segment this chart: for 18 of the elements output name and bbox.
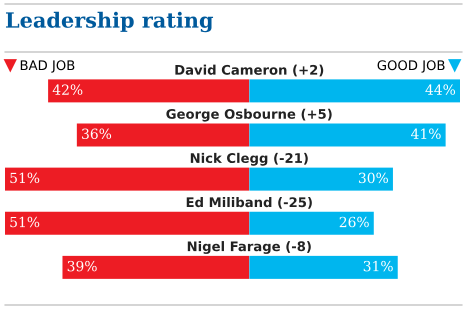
- category-label: Nick Clegg (-21): [190, 152, 308, 166]
- data-label: 44%: [425, 84, 456, 95]
- data-label: 30%: [358, 172, 388, 184]
- category-label: Ed Miliband (-25): [186, 196, 312, 209]
- data-label: 51%: [10, 216, 40, 228]
- legend-label: BAD JOB: [20, 60, 74, 73]
- category-label: Nigel Farage (-8): [188, 241, 311, 254]
- data-label: 31%: [364, 260, 393, 272]
- data-label: 42%: [52, 84, 82, 95]
- data-label: 51%: [10, 172, 40, 184]
- category-label: David Cameron (+2): [175, 64, 324, 76]
- data-label: 36%: [82, 128, 112, 140]
- data-label: 39%: [68, 260, 97, 272]
- data-label: 41%: [411, 128, 441, 140]
- chart-title: Leadership rating: [6, 12, 214, 32]
- category-label: George Osbourne (+5): [166, 108, 332, 122]
- legend-label: GOOD JOB: [378, 60, 445, 73]
- data-label: 26%: [340, 216, 369, 228]
